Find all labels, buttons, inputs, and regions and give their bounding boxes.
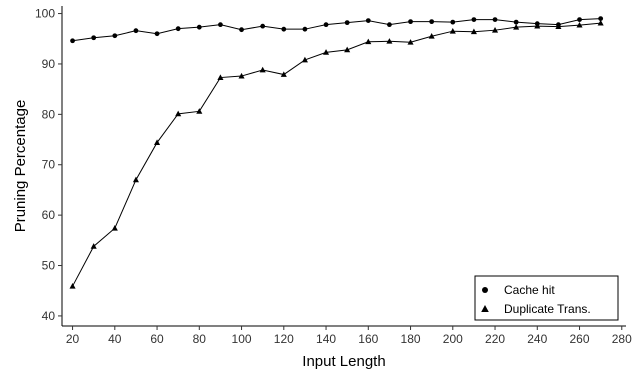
series-1-point — [407, 39, 414, 45]
series-1-point — [175, 110, 182, 117]
y-tick-label: 40 — [42, 309, 56, 323]
x-tick-label: 20 — [66, 332, 80, 346]
axes — [61, 6, 626, 327]
x-tick-label: 260 — [570, 332, 590, 346]
x-tick-label: 100 — [232, 332, 252, 346]
series-0-point — [175, 26, 181, 32]
series-0-point — [281, 26, 287, 32]
y-tick-label: 80 — [42, 107, 56, 121]
series-0-point — [133, 28, 139, 34]
series-0-point — [196, 24, 202, 30]
series-1-point — [154, 139, 161, 145]
series-0-point — [492, 17, 498, 23]
series-1-point — [491, 26, 499, 33]
series-0-point — [471, 17, 477, 23]
series-0-point — [429, 19, 435, 25]
series-1-point — [534, 22, 541, 29]
series-0-point — [91, 35, 97, 41]
series-0-point — [365, 18, 371, 24]
series-0-point — [450, 19, 456, 25]
series-1-point — [513, 23, 520, 30]
series-0-point — [154, 31, 160, 37]
series-0-point — [218, 22, 223, 28]
series-1-point — [576, 21, 583, 28]
series-1-point — [386, 38, 393, 44]
series-1-point — [196, 108, 203, 114]
series-1-point — [132, 176, 139, 183]
series-1-point — [428, 33, 435, 39]
series-lines — [72, 18, 601, 287]
legend-label-duplicate-trans: Duplicate Trans. — [504, 302, 591, 316]
x-ticks: 20 40 60 80 100 120 140 160 180 200 220 240 260 280 — [66, 326, 632, 346]
series-1-point — [555, 23, 562, 30]
series-0-point — [598, 16, 604, 21]
y-axis-label: Pruning Percentage — [12, 100, 29, 233]
x-tick-label: 200 — [443, 332, 463, 346]
series-1-point — [90, 243, 97, 249]
series-1-point — [280, 71, 287, 77]
series-0-point — [70, 38, 75, 44]
legend: Cache hit Duplicate Trans. — [474, 275, 619, 321]
legend-marker-cache-hit — [482, 287, 488, 293]
x-tick-label: 80 — [193, 332, 207, 346]
x-tick-label: 140 — [316, 332, 336, 346]
series-1-point — [259, 66, 266, 73]
legend-box — [474, 275, 619, 321]
series-1-point — [111, 225, 118, 231]
series-0-point — [302, 26, 308, 32]
x-tick-label: 120 — [274, 332, 294, 346]
x-tick-label: 280 — [612, 332, 632, 346]
series-1-point — [323, 49, 330, 55]
series-1-point — [69, 282, 76, 289]
series-0-point — [323, 22, 329, 28]
series-1-point — [365, 38, 372, 45]
x-tick-label: 180 — [401, 332, 421, 346]
series-0-point — [513, 19, 519, 25]
series-1-point — [301, 56, 308, 63]
series-1-point — [238, 72, 245, 79]
x-axis-label: Input Length — [302, 353, 385, 370]
x-tick-label: 60 — [150, 332, 164, 346]
series-0-point — [408, 19, 413, 25]
series-1-point — [470, 28, 477, 35]
series-line-0 — [72, 18, 601, 42]
series-1-point — [344, 46, 351, 53]
legend-label-cache-hit: Cache hit — [504, 283, 555, 297]
series-markers — [69, 16, 604, 289]
series-0-point — [112, 33, 118, 39]
y-tick-label: 90 — [42, 57, 56, 71]
series-1-point — [449, 27, 456, 34]
series-0-point — [239, 27, 244, 33]
x-tick-label: 220 — [485, 332, 505, 346]
series-0-point — [344, 20, 350, 26]
series-0-point — [260, 23, 266, 29]
series-0-point — [577, 17, 582, 23]
x-tick-label: 160 — [358, 332, 378, 346]
y-ticks: 40 50 60 70 80 90 100 — [35, 7, 62, 323]
y-tick-label: 70 — [42, 158, 56, 172]
y-tick-label: 100 — [35, 7, 55, 21]
series-1-point — [217, 74, 224, 80]
series-0-point — [387, 22, 392, 28]
x-tick-label: 40 — [108, 332, 122, 346]
y-tick-label: 60 — [42, 208, 56, 222]
legend-marker-duplicate-trans — [481, 305, 489, 312]
y-tick-label: 50 — [42, 259, 56, 273]
x-tick-label: 240 — [527, 332, 547, 346]
series-1-point — [597, 19, 604, 26]
series-line-1 — [72, 22, 601, 287]
